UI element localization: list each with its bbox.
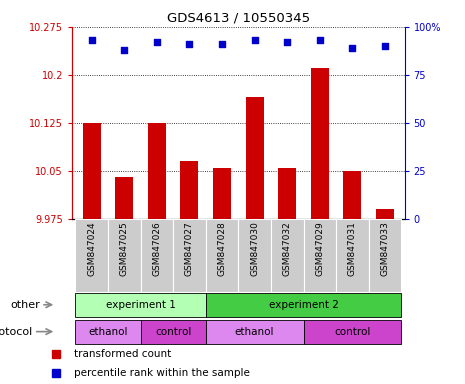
Point <box>88 37 95 43</box>
Bar <box>180 161 199 219</box>
Bar <box>140 320 206 344</box>
Text: control: control <box>155 327 191 337</box>
Point <box>218 41 226 47</box>
Bar <box>148 123 166 219</box>
Bar <box>140 219 173 292</box>
Bar <box>206 293 401 317</box>
Bar <box>206 219 239 292</box>
Bar <box>239 219 271 292</box>
Point <box>316 37 324 43</box>
Bar <box>75 293 206 317</box>
Text: GSM847030: GSM847030 <box>250 221 259 276</box>
Bar <box>246 97 264 219</box>
Text: GSM847026: GSM847026 <box>153 221 161 276</box>
Text: ethanol: ethanol <box>235 327 274 337</box>
Title: GDS4613 / 10550345: GDS4613 / 10550345 <box>167 11 310 24</box>
Text: percentile rank within the sample: percentile rank within the sample <box>74 368 250 378</box>
Point <box>284 39 291 45</box>
Text: control: control <box>334 327 371 337</box>
Text: experiment 1: experiment 1 <box>106 300 175 310</box>
Point <box>381 43 389 49</box>
Bar <box>376 209 394 219</box>
Text: protocol: protocol <box>0 327 33 337</box>
Bar <box>271 219 304 292</box>
Bar <box>369 219 401 292</box>
Text: other: other <box>10 300 40 310</box>
Text: GSM847031: GSM847031 <box>348 221 357 276</box>
Point <box>251 37 259 43</box>
Text: GSM847028: GSM847028 <box>218 221 226 276</box>
Bar <box>173 219 206 292</box>
Point <box>186 41 193 47</box>
Point <box>153 39 160 45</box>
Bar <box>75 219 108 292</box>
Bar <box>336 219 369 292</box>
Text: ethanol: ethanol <box>88 327 128 337</box>
Text: transformed count: transformed count <box>74 349 171 359</box>
Bar <box>311 68 329 219</box>
Text: GSM847029: GSM847029 <box>315 221 324 276</box>
Bar <box>304 320 401 344</box>
Text: GSM847027: GSM847027 <box>185 221 194 276</box>
Bar <box>213 168 231 219</box>
Text: GSM847024: GSM847024 <box>87 221 96 276</box>
Bar <box>75 320 140 344</box>
Point <box>349 45 356 51</box>
Text: GSM847025: GSM847025 <box>120 221 129 276</box>
Bar <box>206 320 304 344</box>
Point <box>120 47 128 53</box>
Text: GSM847033: GSM847033 <box>380 221 390 276</box>
Bar <box>304 219 336 292</box>
Bar <box>115 177 133 219</box>
Bar <box>108 219 140 292</box>
Bar <box>83 123 100 219</box>
Text: GSM847032: GSM847032 <box>283 221 292 276</box>
Bar <box>344 171 361 219</box>
Text: experiment 2: experiment 2 <box>269 300 339 310</box>
Bar <box>278 168 296 219</box>
